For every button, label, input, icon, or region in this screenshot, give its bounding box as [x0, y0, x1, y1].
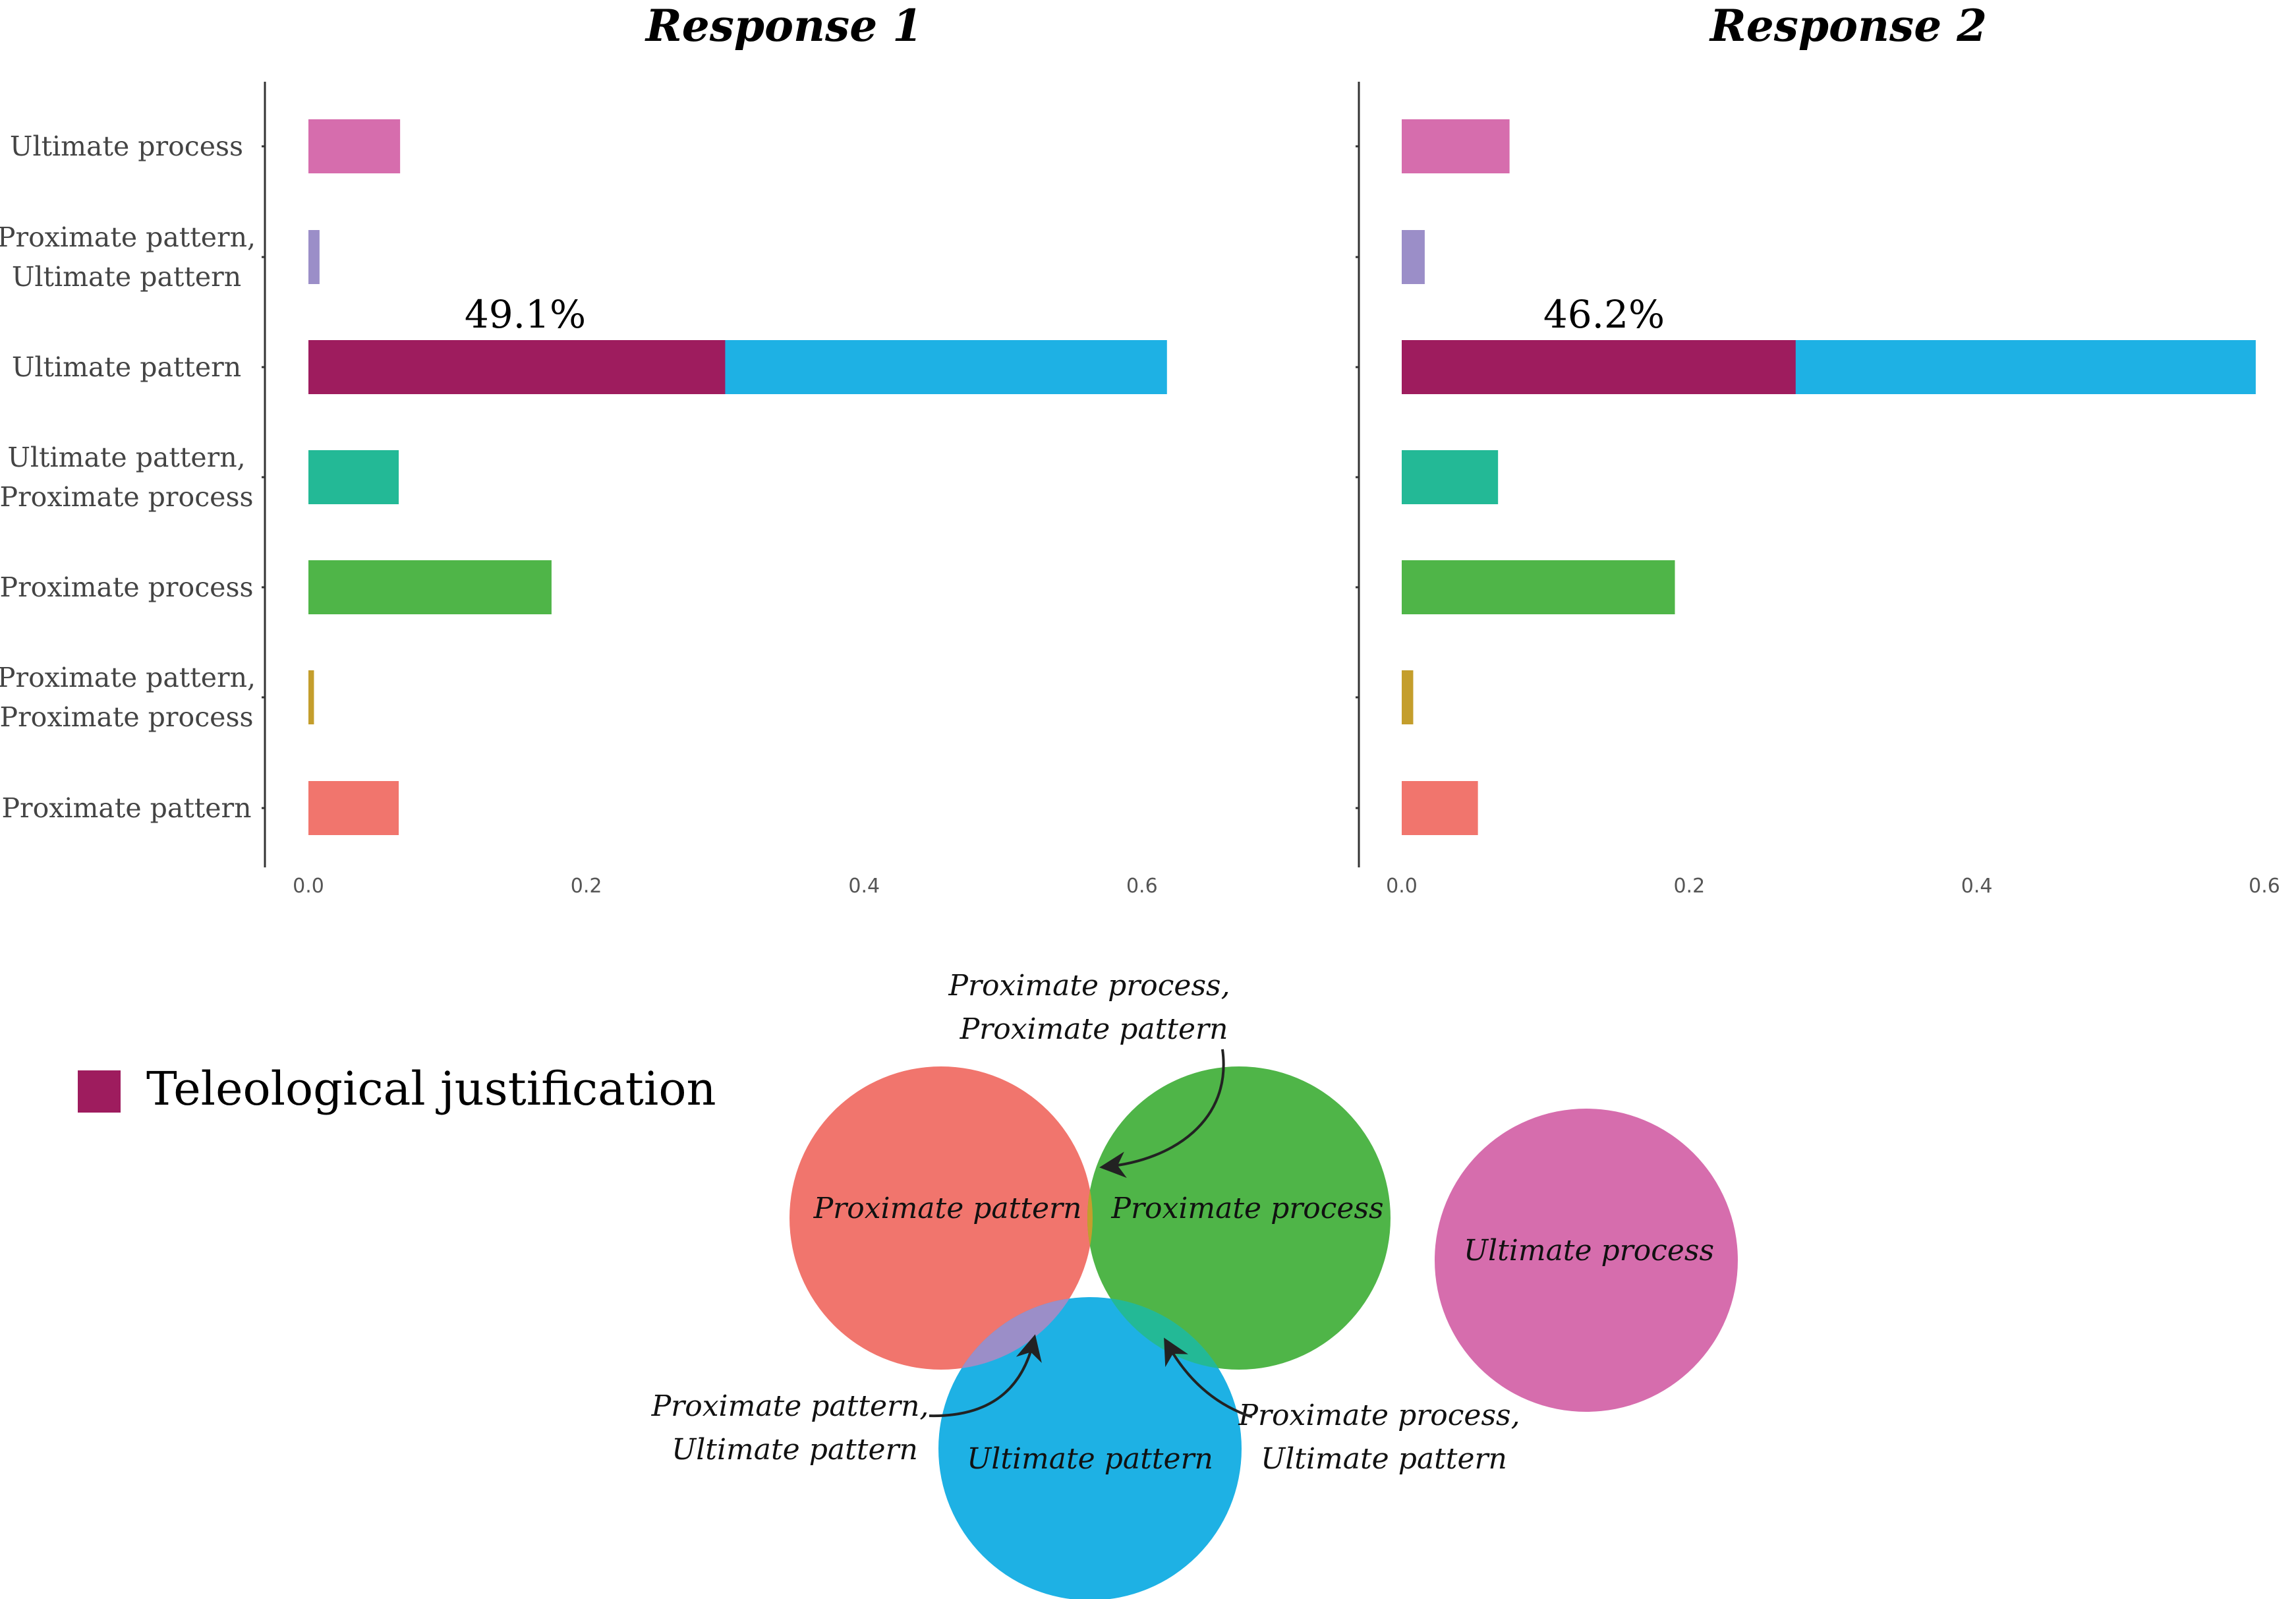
venn-label-ultimate-pattern: Ultimate pattern	[967, 1442, 1213, 1476]
venn-arrow-process-pattern	[1099, 1049, 1225, 1178]
y-tick-label: Proximate pattern, Ultimate pattern	[0, 221, 256, 293]
x-tick-label: 0.0	[1386, 875, 1418, 898]
venn-circle-proximate-pattern	[789, 1066, 1093, 1370]
venn-arrow-process-ultimate	[1164, 1337, 1253, 1418]
venn-label-proximate-pattern: Proximate pattern	[813, 1192, 1082, 1225]
venn-circle-proximate-process	[1087, 1066, 1391, 1370]
y-tick-label-line: Proximate pattern,	[0, 221, 256, 253]
y-tick-label-line: Ultimate process	[10, 131, 243, 162]
bar-annotation: 49.1%	[465, 292, 586, 337]
bar-proximate-pattern	[1402, 781, 1478, 835]
venn-circle-ultimate-pattern	[938, 1297, 1242, 1599]
legend-swatch	[78, 1070, 121, 1113]
y-tick-label-line: Ultimate pattern	[12, 351, 241, 383]
venn-note-pattern-ultimate-line-1: Proximate pattern,	[651, 1389, 929, 1423]
y-tick-label-line: Ultimate pattern,	[7, 442, 245, 473]
venn-note-process-ultimate: Proximate process, Ultimate pattern	[1238, 1399, 1529, 1476]
bar-proximate-pattern-proximate-process	[308, 670, 314, 724]
y-tick-label: Ultimate process	[10, 131, 243, 162]
response-1-chart: Response 1 Ultimate process Proximate patt…	[0, 0, 1167, 898]
y-tick-label-line: Proximate process	[0, 701, 254, 733]
bar-ultimate-process	[1402, 119, 1510, 173]
y-tick-label-line: Proximate process	[0, 571, 254, 603]
bar-proximate-process	[1402, 560, 1675, 614]
venn-note-process-pattern-line-1: Proximate process,	[948, 969, 1230, 1003]
venn-circle-ultimate-process	[1435, 1109, 1738, 1412]
bar-ultimate-pattern-proximate-process	[1402, 450, 1499, 504]
bar-ultimate-pattern-proximate-process	[308, 450, 399, 504]
y-tick-label-line: Ultimate pattern	[12, 261, 241, 293]
venn-note-process-ultimate-line-2: Ultimate pattern	[1261, 1442, 1507, 1476]
legend: Teleological justification	[78, 1062, 716, 1116]
chart-title: Response 1	[645, 0, 923, 51]
x-tick-label: 0.2	[1673, 875, 1705, 898]
venn-label-ultimate-process: Ultimate process	[1464, 1234, 1714, 1267]
x-tick-label: 0.2	[571, 875, 602, 898]
bar-ultimate-process	[308, 119, 401, 173]
venn-note-process-pattern-line-2: Proximate pattern	[960, 1012, 1228, 1046]
x-tick-label: 0.4	[848, 875, 880, 898]
bar-proximate-pattern-ultimate-pattern	[308, 230, 320, 284]
y-tick-label-line: Proximate pattern,	[0, 662, 256, 693]
venn-diagram: Proximate pattern Proximate process Ulti…	[651, 969, 1738, 1599]
x-tick-label: 0.4	[1961, 875, 1993, 898]
y-tick-label: Ultimate pattern	[12, 351, 241, 383]
y-tick-label: Proximate pattern	[1, 792, 251, 824]
bar-proximate-pattern	[308, 781, 399, 835]
chart-title: Response 2	[1709, 0, 1987, 51]
x-tick-label: 0.0	[293, 875, 324, 898]
y-tick-label-line: Proximate pattern	[1, 792, 251, 824]
response-2-chart: Response 2 46.2% 0.0 0.2 0.4 0.6	[1356, 0, 2280, 898]
x-tick-label: 0.6	[2249, 875, 2280, 898]
venn-arrow-pattern-ultimate	[929, 1334, 1042, 1418]
venn-note-process-ultimate-line-1: Proximate process,	[1238, 1399, 1520, 1432]
venn-note-process-pattern: Proximate process, Proximate pattern	[948, 969, 1239, 1046]
x-tick-label: 0.6	[1126, 875, 1158, 898]
bar-proximate-pattern-proximate-process	[1402, 670, 1414, 724]
venn-note-pattern-ultimate: Proximate pattern, Ultimate pattern	[651, 1389, 938, 1467]
bar-proximate-process	[308, 560, 552, 614]
y-tick-label: Proximate process	[0, 571, 254, 603]
y-tick-label: Proximate pattern, Proximate process	[0, 662, 256, 733]
y-tick-label: Ultimate pattern, Proximate process	[0, 442, 254, 513]
y-tick-label-line: Proximate process	[0, 481, 254, 513]
bar-teleological-ultimate-pattern	[308, 340, 726, 394]
bar-proximate-pattern-ultimate-pattern	[1402, 230, 1425, 284]
bar-teleological-ultimate-pattern	[1402, 340, 1796, 394]
venn-label-proximate-process: Proximate process	[1110, 1192, 1383, 1225]
legend-label: Teleological justification	[146, 1062, 716, 1116]
venn-note-pattern-ultimate-line-2: Ultimate pattern	[672, 1433, 918, 1467]
bar-annotation: 46.2%	[1543, 292, 1665, 337]
